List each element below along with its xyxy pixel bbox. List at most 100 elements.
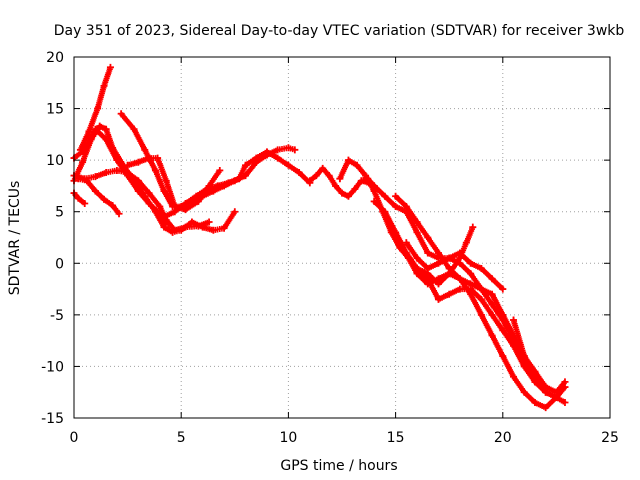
data-point: [413, 254, 421, 262]
data-point: [203, 185, 211, 193]
data-point: [510, 342, 518, 350]
data-point: [434, 295, 442, 303]
data-point: [434, 280, 442, 288]
data-point: [164, 220, 172, 228]
data-point: [312, 172, 320, 180]
x-tick-label: 25: [601, 430, 619, 446]
y-tick-label: 10: [46, 153, 64, 169]
series-track-9: [160, 148, 314, 221]
data-point: [351, 185, 359, 193]
chart-title: Day 351 of 2023, Sidereal Day-to-day VTE…: [54, 23, 625, 39]
data-series: [70, 63, 569, 412]
data-point: [392, 192, 400, 200]
data-point: [96, 122, 104, 130]
data-point: [102, 169, 110, 177]
series-track-5: [74, 175, 123, 218]
data-point: [381, 208, 389, 216]
data-point: [338, 189, 346, 197]
data-point: [510, 316, 518, 324]
data-point: [160, 213, 168, 221]
ticks: 0 5 10 15 20 25 -15 -10 -5 0 5 10 15 20: [41, 50, 619, 446]
data-point: [402, 203, 410, 211]
data-point: [520, 352, 528, 360]
data-point: [306, 177, 314, 185]
data-point: [284, 161, 292, 169]
data-point: [177, 226, 185, 234]
data-point: [319, 164, 327, 172]
data-point: [531, 399, 539, 407]
data-point: [467, 259, 475, 267]
data-point: [130, 125, 138, 133]
data-point: [370, 197, 378, 205]
data-point: [510, 373, 518, 381]
data-point: [205, 218, 213, 226]
data-point: [274, 146, 282, 154]
data-point: [402, 249, 410, 257]
data-point: [117, 110, 125, 118]
series-track-16: [402, 239, 507, 293]
data-point: [295, 169, 303, 177]
data-point: [332, 182, 340, 190]
data-point: [353, 161, 361, 169]
data-point: [113, 156, 121, 164]
data-point: [214, 182, 222, 190]
data-point: [434, 249, 442, 257]
data-point: [467, 270, 475, 278]
y-tick-label: 5: [55, 205, 64, 221]
data-point: [81, 199, 89, 207]
plot-frame: [73, 56, 611, 419]
data-point: [124, 172, 132, 180]
data-point: [209, 226, 217, 234]
data-point: [456, 285, 464, 293]
data-point: [477, 295, 485, 303]
data-point: [242, 161, 250, 169]
data-point: [344, 156, 352, 164]
data-point: [499, 311, 507, 319]
data-point: [456, 249, 464, 257]
data-point: [151, 166, 159, 174]
data-point: [424, 249, 432, 257]
data-point: [171, 208, 179, 216]
data-point: [181, 206, 189, 214]
data-point: [235, 175, 243, 183]
data-point: [160, 187, 168, 195]
data-point: [216, 166, 224, 174]
data-point: [192, 192, 200, 200]
data-point: [284, 144, 292, 152]
data-point: [169, 228, 177, 236]
data-point: [520, 388, 528, 396]
data-point: [561, 378, 569, 386]
y-tick-label: 15: [46, 102, 64, 118]
data-point: [477, 285, 485, 293]
y-tick-label: -5: [50, 308, 64, 324]
data-point: [91, 187, 99, 195]
y-axis-label: SDTVAR / TECUs: [7, 181, 23, 296]
data-point: [263, 148, 271, 156]
data-point: [188, 218, 196, 226]
data-point: [145, 189, 153, 197]
data-point: [154, 208, 162, 216]
data-point: [79, 158, 87, 166]
data-point: [224, 179, 232, 187]
data-point: [370, 182, 378, 190]
data-point: [424, 264, 432, 272]
x-tick-label: 15: [387, 430, 405, 446]
data-point: [445, 290, 453, 298]
data-point: [359, 177, 367, 185]
data-point: [106, 63, 114, 71]
data-point: [145, 154, 153, 162]
data-point: [336, 175, 344, 183]
y-tick-label: -10: [41, 359, 64, 375]
data-point: [488, 311, 496, 319]
data-point: [467, 280, 475, 288]
data-point: [145, 199, 153, 207]
data-point: [124, 161, 132, 169]
data-point: [109, 202, 117, 210]
data-point: [199, 223, 207, 231]
data-point: [134, 158, 142, 166]
data-point: [102, 125, 110, 133]
data-point: [100, 195, 108, 203]
data-point: [83, 177, 91, 185]
data-point: [424, 234, 432, 241]
data-point: [488, 290, 496, 298]
